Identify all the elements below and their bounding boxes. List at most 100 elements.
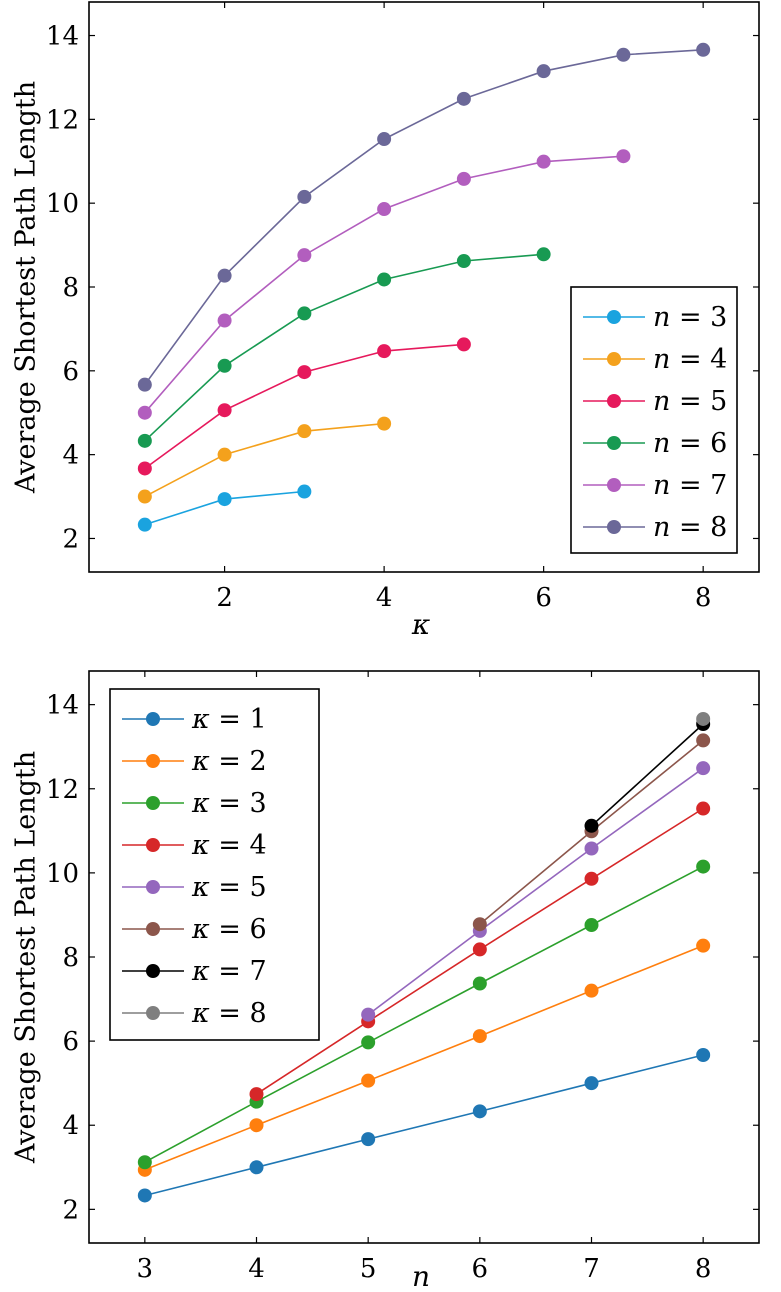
legend-marker (607, 436, 621, 450)
legend-label: κ = 1 (191, 704, 267, 735)
x-tick-label: 7 (583, 1254, 600, 1284)
legend-marker (146, 922, 160, 936)
y-tick-label: 14 (46, 691, 79, 721)
data-point (377, 202, 392, 217)
legend-marker (146, 838, 160, 852)
data-point (616, 47, 631, 62)
legend-label: κ = 5 (191, 872, 267, 903)
data-point (137, 461, 152, 476)
series-1 (137, 484, 312, 532)
y-tick-label: 14 (46, 22, 79, 52)
data-point (616, 149, 631, 164)
data-point (361, 1132, 376, 1147)
series-2 (137, 938, 711, 1177)
legend-entry: κ = 6 (122, 914, 267, 945)
legend-value: = 6 (210, 914, 267, 945)
data-point (584, 983, 599, 998)
data-point (297, 306, 312, 321)
y-tick-label: 8 (62, 273, 79, 303)
data-point (696, 42, 711, 57)
legend-value: = 8 (670, 512, 727, 543)
y-tick-label: 10 (46, 189, 79, 219)
data-point (249, 1118, 264, 1133)
y-axis-label: Average Shortest Path Length (11, 751, 42, 1164)
series-3 (137, 337, 471, 476)
x-tick-label: 4 (248, 1254, 265, 1284)
legend-value: = 7 (670, 470, 727, 501)
y-tick-label: 12 (46, 775, 79, 805)
data-point (217, 403, 232, 418)
data-point (377, 132, 392, 147)
legend-value: = 3 (210, 788, 267, 819)
data-point (456, 91, 471, 106)
data-point (249, 1087, 264, 1102)
data-point (361, 1007, 376, 1022)
series-8 (696, 711, 711, 726)
data-point (536, 154, 551, 169)
x-tick-label: 2 (216, 583, 233, 613)
data-point (217, 268, 232, 283)
data-point (377, 344, 392, 359)
legend-symbol: n (653, 470, 670, 501)
legend-symbol: n (653, 386, 670, 417)
legend-symbol: κ (191, 746, 210, 777)
legend-symbol: κ (191, 830, 210, 861)
legend: n = 3n = 4n = 5n = 6n = 7n = 8 (570, 286, 738, 554)
data-point (297, 248, 312, 263)
legend-box (570, 286, 738, 554)
legend-symbol: κ (191, 704, 210, 735)
legend-value: = 6 (670, 428, 727, 459)
data-point (696, 761, 711, 776)
data-point (297, 365, 312, 380)
data-point (696, 1047, 711, 1062)
legend-entry: κ = 4 (122, 830, 267, 861)
series-line (144, 343, 464, 470)
series-line (144, 422, 385, 498)
data-point (137, 377, 152, 392)
legend-symbol: n (653, 512, 670, 543)
legend-marker (607, 310, 621, 324)
data-point (217, 313, 232, 328)
legend-label: κ = 4 (191, 830, 267, 861)
legend-label: κ = 8 (191, 998, 267, 1029)
series-2 (137, 416, 392, 504)
data-point (297, 189, 312, 204)
data-point (377, 416, 392, 431)
legend-box (109, 688, 320, 1041)
legend-entry: κ = 3 (122, 788, 267, 819)
legend-entry: n = 8 (583, 512, 727, 543)
data-point (472, 917, 487, 932)
data-point (137, 1155, 152, 1170)
legend-symbol: κ (191, 956, 210, 987)
data-point (361, 1035, 376, 1050)
data-point (456, 254, 471, 269)
y-tick-label: 4 (62, 441, 79, 471)
legend-entry: κ = 1 (122, 704, 267, 735)
legend-label: n = 8 (653, 512, 727, 543)
x-tick-label: 8 (695, 583, 712, 613)
legend-entry: n = 5 (583, 386, 727, 417)
y-tick-label: 6 (62, 1027, 79, 1057)
legend-entry: κ = 5 (122, 872, 267, 903)
data-point (361, 1073, 376, 1088)
series-line (144, 865, 704, 1163)
legend: κ = 1κ = 2κ = 3κ = 4κ = 5κ = 6κ = 7κ = 8 (109, 688, 320, 1041)
legend-marker (607, 478, 621, 492)
legend-label: n = 4 (653, 344, 727, 375)
series-line (144, 253, 544, 442)
data-point (584, 918, 599, 933)
legend-value: = 4 (670, 344, 727, 375)
data-point (472, 1104, 487, 1119)
legend-label: κ = 3 (191, 788, 267, 819)
data-point (584, 818, 599, 833)
legend-entry: n = 4 (583, 344, 727, 375)
x-tick-label: 6 (535, 583, 552, 613)
legend-value: = 8 (210, 998, 267, 1029)
data-point (584, 1076, 599, 1091)
series-1 (137, 1047, 711, 1203)
data-point (696, 801, 711, 816)
series-4 (137, 247, 551, 448)
legend-entry: n = 6 (583, 428, 727, 459)
series-line (144, 49, 704, 386)
